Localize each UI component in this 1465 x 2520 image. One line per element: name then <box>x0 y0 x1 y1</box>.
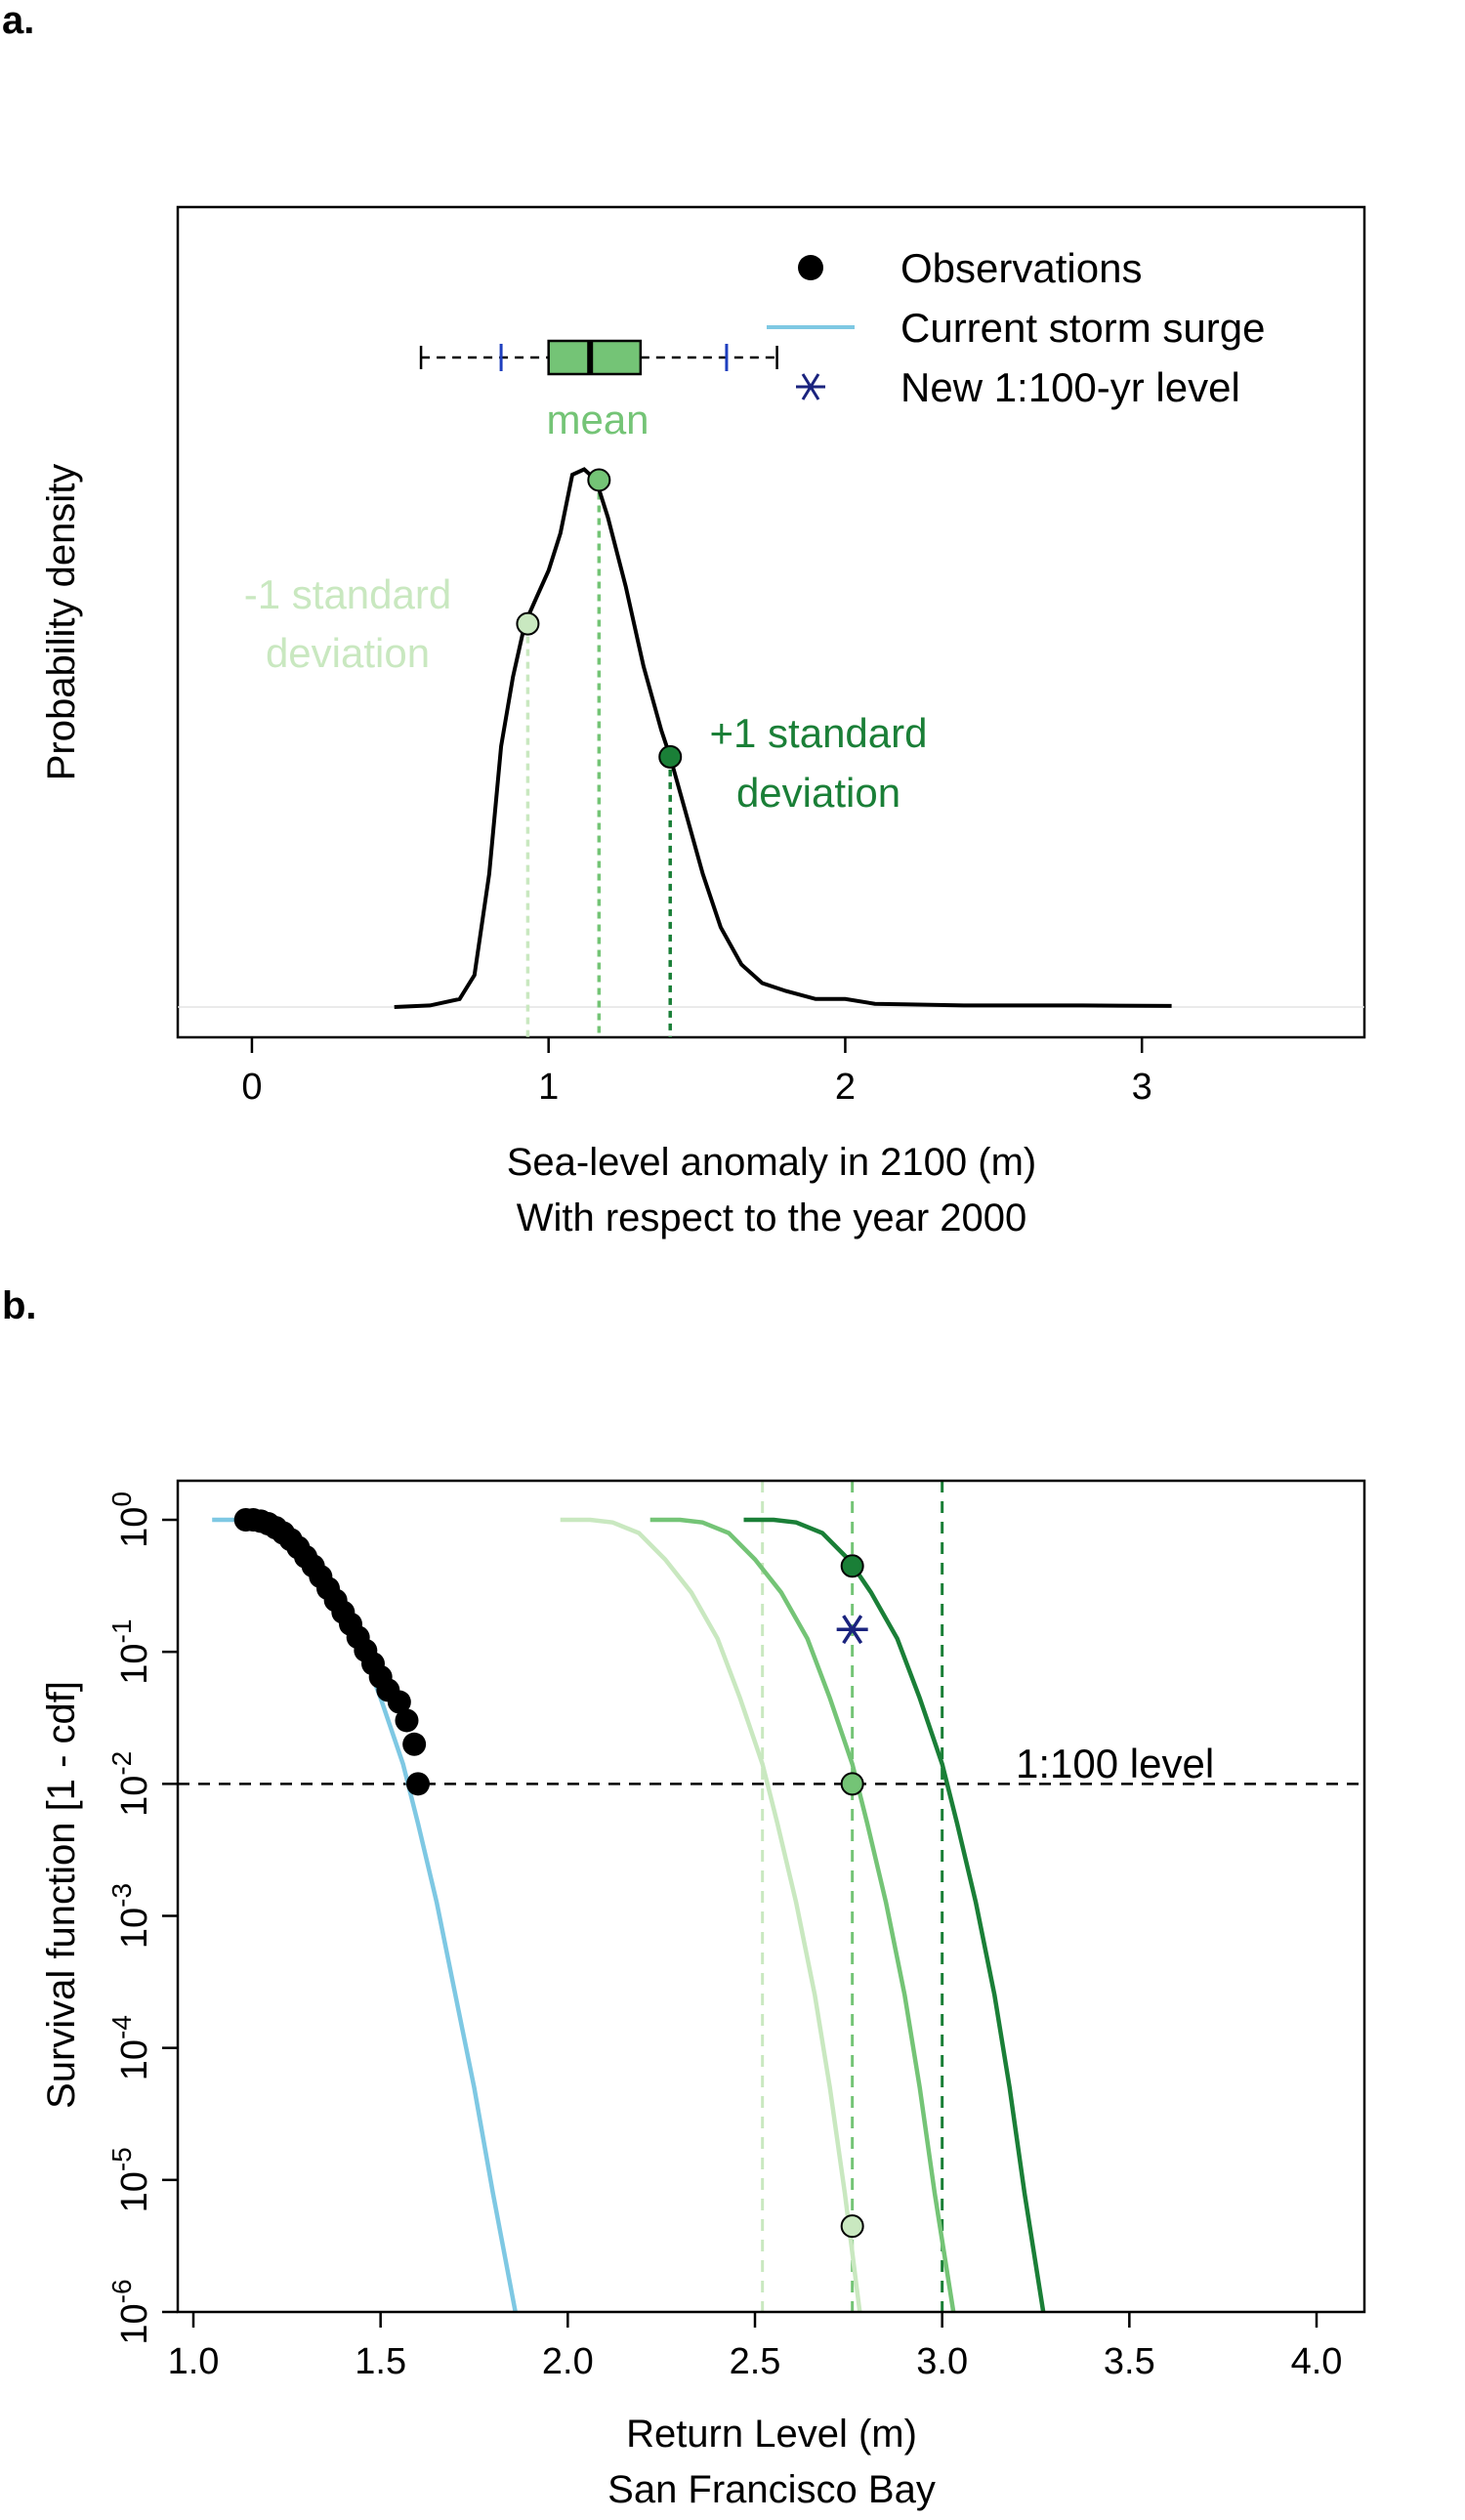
panel-b-x-tick-label: 4.0 <box>1291 2341 1343 2382</box>
panel-b-x-tick-label: 1.5 <box>355 2341 406 2382</box>
panel-a-label: a. <box>2 0 34 42</box>
panel-b-y-tick-label: 10-1 <box>106 1619 155 1685</box>
panel-b-xlabel: Return Level (m) <box>626 2413 917 2456</box>
panel-b-x-tick-label: 2.0 <box>542 2341 594 2382</box>
observation-point <box>406 1772 430 1796</box>
mean-marker <box>587 468 611 492</box>
panel-a-xlabel: Sea-level anomaly in 2100 (m) <box>507 1141 1036 1184</box>
plus-sd-survival-curve <box>743 1517 1046 2313</box>
minus-sd-marker <box>516 611 540 636</box>
minus-sd-annotation-line1: -1 standard <box>244 571 451 617</box>
panel-a-sd-lines <box>525 480 672 1037</box>
panel-b-y-axis: 10-6 10-5 10-4 10-3 10-2 10-1 100 <box>106 1491 178 2345</box>
panel-b-xlabel-line2: San Francisco Bay <box>607 2468 936 2511</box>
panel-b-x-tick-label: 2.5 <box>730 2341 781 2382</box>
panel-b-y-tick-label: 10-6 <box>106 2279 155 2344</box>
plus-sd-annotation-line2: deviation <box>736 770 900 816</box>
observation-point <box>395 1708 419 1733</box>
panel-b-ylabel: Survival function [1 - cdf] <box>40 1681 83 2109</box>
panel-a-x-tick-label: 0 <box>241 1067 262 1108</box>
legend-star-icon <box>796 373 825 400</box>
panel-b-curves <box>212 1517 1046 2313</box>
plus-sd-annotation-line1: +1 standard <box>709 710 927 756</box>
panel-a-x-axis: 0 1 2 3 <box>241 1037 1152 1108</box>
legend: Observations Current storm surge New 1:1… <box>767 245 1265 410</box>
star-stroke <box>842 1615 863 1645</box>
plus-sd-marker <box>658 744 683 769</box>
mean-survival-curve <box>649 1517 956 2313</box>
new-level-star-icon <box>836 1615 868 1645</box>
mean-annotation: mean <box>546 397 649 442</box>
panel-a-ylabel: Probability density <box>40 464 83 781</box>
panel-b-y-tick-label: 10-5 <box>106 2147 155 2212</box>
panel-b-y-tick-label: 10-3 <box>106 1883 155 1949</box>
panel-b-plot-frame <box>176 1479 1366 2314</box>
panel-b-x-tick-label: 1.0 <box>168 2341 220 2382</box>
hundred-year-level-label: 1:100 level <box>1016 1741 1214 1786</box>
panel-b-vertical-lines <box>761 1481 944 2312</box>
panel-b-y-tick-label: 100 <box>106 1491 155 1548</box>
panel-a-x-tick-label: 2 <box>835 1067 856 1108</box>
panel-b-x-tick-label: 3.5 <box>1104 2341 1155 2382</box>
legend-current-surge-label: Current storm surge <box>900 305 1265 351</box>
scenario-point <box>840 1772 864 1796</box>
panel-b-x-tick-label: 3.0 <box>916 2341 968 2382</box>
observation-point <box>387 1690 411 1714</box>
legend-new-level-label: New 1:100-yr level <box>900 364 1240 410</box>
panel-b-y-tick-label: 10-4 <box>106 2015 155 2080</box>
scenario-point <box>840 2214 864 2239</box>
boxplot <box>419 339 778 376</box>
panel-b-observations <box>233 1508 430 1796</box>
legend-observations-symbol <box>798 255 823 280</box>
minus-sd-annotation-line2: deviation <box>266 630 430 676</box>
panel-b-y-tick-label: 10-2 <box>106 1751 155 1817</box>
panel-a-x-tick-label: 3 <box>1132 1067 1152 1108</box>
boxplot-box <box>547 339 643 376</box>
panel-a-xlabel-line2: With respect to the year 2000 <box>517 1197 1027 1239</box>
panel-b-points <box>836 1554 868 2239</box>
panel-a-x-tick-label: 1 <box>538 1067 559 1108</box>
legend-observations-label: Observations <box>900 245 1142 291</box>
panel-a-markers <box>516 468 683 769</box>
panel-b-label: b. <box>2 1284 37 1327</box>
panel-b: b. 1:100 level 1.0 1.5 2.0 2.5 3.0 3.5 4.0 10-… <box>2 1284 1366 2511</box>
panel-b-x-axis: 1.0 1.5 2.0 2.5 3.0 3.5 4.0 <box>168 2312 1343 2382</box>
density-curve <box>394 467 1172 1009</box>
panel-a-plot-frame <box>176 205 1366 1039</box>
scenario-point <box>840 1554 864 1578</box>
minus-sd-survival-curve <box>560 1517 862 2313</box>
panel-a: a. mean -1 standard deviation +1 standar… <box>2 0 1366 1239</box>
observation-point <box>402 1732 427 1756</box>
